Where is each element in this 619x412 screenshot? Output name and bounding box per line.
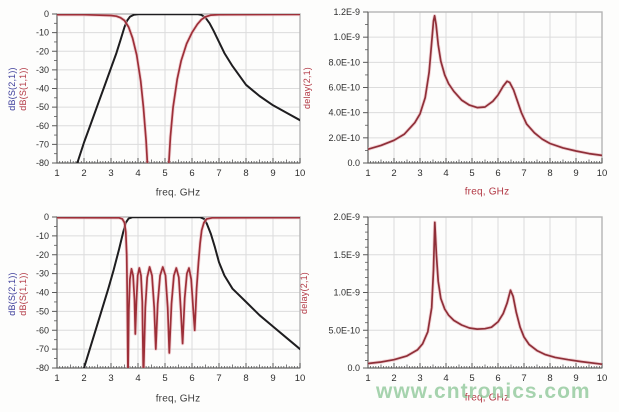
svg-text:6: 6 <box>189 168 194 179</box>
svg-text:-10: -10 <box>36 231 49 241</box>
svg-text:8: 8 <box>547 168 552 179</box>
y-axis-label-db-s11-top: dB(S(1,1)) <box>18 67 28 111</box>
svg-text:4: 4 <box>443 168 448 179</box>
svg-text:-20: -20 <box>36 46 49 56</box>
svg-text:10: 10 <box>597 373 608 384</box>
svg-text:10: 10 <box>597 168 608 179</box>
svg-text:4: 4 <box>443 373 448 384</box>
svg-text:1: 1 <box>365 168 370 179</box>
y-axis-label-db-s21-bottom: dB(S(2,1)) <box>7 272 17 316</box>
x-axis-label-bottom-left: freq, GHz <box>155 393 201 405</box>
svg-text:2: 2 <box>81 168 86 179</box>
svg-text:8.0E-10: 8.0E-10 <box>328 57 360 67</box>
svg-text:-70: -70 <box>36 344 49 354</box>
svg-text:1.0E-9: 1.0E-9 <box>333 32 360 42</box>
site-watermark: www.cntronics.com <box>376 380 591 403</box>
svg-text:2: 2 <box>391 168 396 179</box>
svg-text:1: 1 <box>54 373 59 384</box>
y-axis-label-db-s11-bottom: dB(S(1,1)) <box>18 272 28 316</box>
svg-text:1.5E-9: 1.5E-9 <box>333 250 360 260</box>
svg-text:5: 5 <box>469 373 474 384</box>
svg-text:6: 6 <box>495 168 500 179</box>
svg-text:9: 9 <box>270 373 275 384</box>
svg-text:-50: -50 <box>36 102 49 112</box>
x-axis-label-bottom-right: freq, GHz <box>464 392 510 404</box>
svg-text:3: 3 <box>108 168 113 179</box>
svg-text:3: 3 <box>108 373 113 384</box>
svg-text:-20: -20 <box>36 250 49 260</box>
chart-bottom-right-group-delay: 1 2 3 4 5 6 7 8 9 10 0.0 5.0E-10 1.0E-9 1.5E-9 2.0E-9 <box>328 212 608 384</box>
svg-text:6: 6 <box>189 373 194 384</box>
svg-text:5: 5 <box>162 168 167 179</box>
svg-text:-40: -40 <box>36 288 49 298</box>
svg-text:8: 8 <box>243 373 248 384</box>
svg-text:1.0E-9: 1.0E-9 <box>333 288 360 298</box>
y-axis-label-db-s21-top: dB(S(2,1)) <box>7 67 17 111</box>
svg-text:7: 7 <box>216 168 221 179</box>
svg-text:3: 3 <box>417 373 422 384</box>
svg-text:0.0: 0.0 <box>347 158 360 168</box>
svg-text:8: 8 <box>547 373 552 384</box>
svg-text:9: 9 <box>270 168 275 179</box>
chart-top-right-group-delay: 1 2 3 4 5 6 7 8 9 10 0.0 2.0E-10 4.0E-10 6.0E-10 8.0E-… <box>328 7 608 179</box>
svg-text:0: 0 <box>44 9 49 19</box>
svg-text:1: 1 <box>365 373 370 384</box>
svg-text:7: 7 <box>216 373 221 384</box>
svg-text:-80: -80 <box>36 363 49 373</box>
svg-text:6: 6 <box>495 373 500 384</box>
svg-text:-30: -30 <box>36 269 49 279</box>
svg-text:-30: -30 <box>36 65 49 75</box>
svg-text:-50: -50 <box>36 306 49 316</box>
y-axis-label-delay-bottom: delay(2,1) <box>299 271 309 315</box>
svg-text:9: 9 <box>573 373 578 384</box>
svg-text:-60: -60 <box>36 121 49 131</box>
svg-text:-40: -40 <box>36 84 49 94</box>
svg-text:-80: -80 <box>36 158 49 168</box>
svg-text:3: 3 <box>417 168 422 179</box>
chart-top-left-s-parameters: 1 2 3 4 5 6 7 8 9 10 0 -10 -20 -30 -40 -50 -60 -70 -80 <box>36 9 306 179</box>
svg-text:0.0: 0.0 <box>347 363 360 373</box>
x-axis-label-top-left: freq. GHz <box>155 187 201 199</box>
svg-text:7: 7 <box>521 168 526 179</box>
svg-text:4: 4 <box>135 168 140 179</box>
svg-text:10: 10 <box>295 168 306 179</box>
svg-text:2: 2 <box>391 373 396 384</box>
svg-text:1.2E-9: 1.2E-9 <box>333 7 360 17</box>
svg-text:6.0E-10: 6.0E-10 <box>328 83 360 93</box>
svg-text:-10: -10 <box>36 28 49 38</box>
svg-text:0: 0 <box>44 212 49 222</box>
y-axis-label-delay-top: delay(2,1) <box>302 66 312 110</box>
svg-text:2.0E-10: 2.0E-10 <box>328 133 360 143</box>
svg-text:5: 5 <box>162 373 167 384</box>
svg-text:5: 5 <box>469 168 474 179</box>
svg-text:4.0E-10: 4.0E-10 <box>328 108 360 118</box>
svg-text:5.0E-10: 5.0E-10 <box>328 325 360 335</box>
svg-text:8: 8 <box>243 168 248 179</box>
svg-text:-70: -70 <box>36 139 49 149</box>
x-axis-label-top-right: freq, GHz <box>464 186 510 198</box>
svg-text:4: 4 <box>135 373 140 384</box>
chart-bottom-left-s-parameters: 1 2 3 4 5 6 7 8 9 10 0 -10 -20 -30 -40 -50 -60 -70 -80 <box>36 212 306 384</box>
svg-text:-60: -60 <box>36 325 49 335</box>
svg-text:2: 2 <box>81 373 86 384</box>
svg-text:9: 9 <box>573 168 578 179</box>
svg-text:7: 7 <box>521 373 526 384</box>
svg-text:2.0E-9: 2.0E-9 <box>333 212 360 222</box>
svg-text:10: 10 <box>295 373 306 384</box>
svg-text:1: 1 <box>54 168 59 179</box>
